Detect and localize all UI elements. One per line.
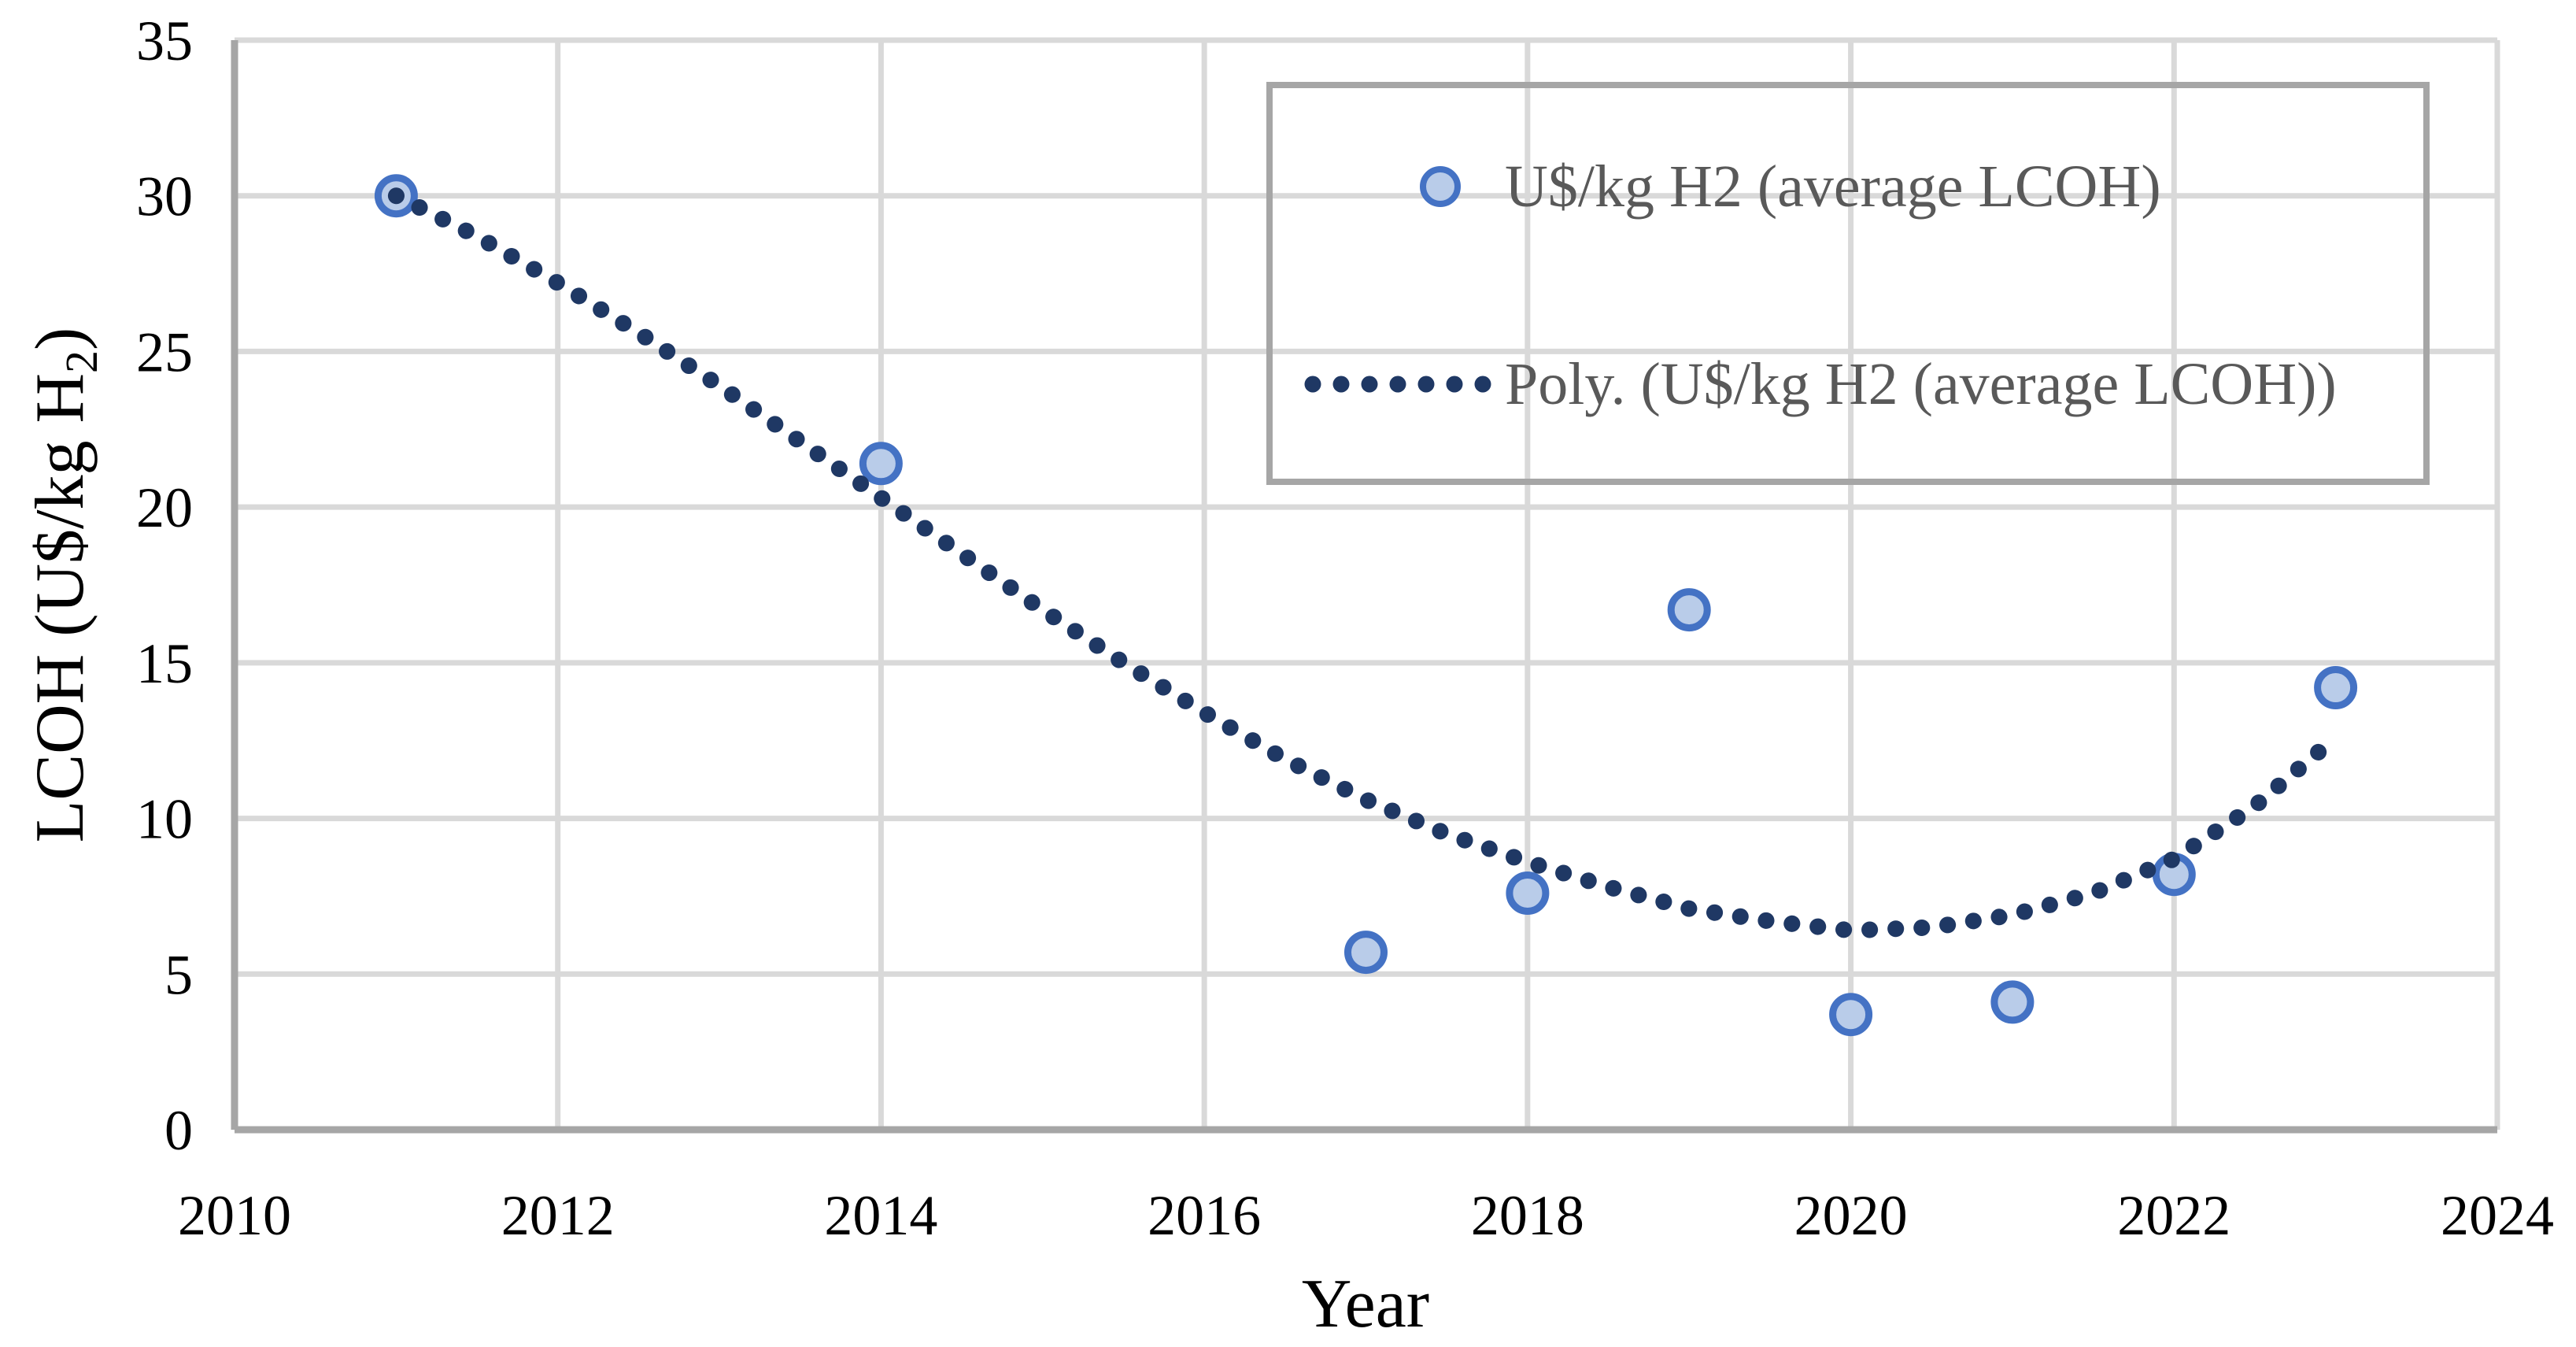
x-tick-label: 2022 [2117, 1184, 2230, 1247]
y-tick-label: 0 [164, 1099, 193, 1162]
scatter-point [1344, 931, 1388, 975]
y-tick-label: 10 [136, 788, 193, 851]
scatter-points [374, 174, 2358, 1037]
y-axis-title: LCOH (U$/kg H2) [22, 327, 107, 843]
x-tick-label: 2012 [501, 1184, 615, 1247]
x-tick-label: 2016 [1148, 1184, 1261, 1247]
gridlines [231, 37, 2500, 1133]
dotted-line-icon [1304, 376, 1491, 393]
legend-dot [1417, 376, 1435, 393]
x-axis-title: Year [1302, 1266, 1429, 1342]
y-tick-label: 35 [136, 9, 193, 72]
legend: U$/kg H2 (average LCOH) Poly. (U$/kg H2 … [1266, 82, 2430, 485]
circle-marker-icon [1420, 166, 1461, 207]
legend-dot [1389, 376, 1406, 393]
legend-dot [1332, 376, 1350, 393]
scatter-point [859, 442, 903, 486]
legend-dot [1361, 376, 1378, 393]
legend-label-trendline: Poly. (U$/kg H2 (average LCOH)) [1505, 351, 2337, 417]
trendline-path [387, 187, 2345, 939]
y-tick-label: 5 [164, 943, 193, 1006]
scatter-point [1506, 871, 1550, 915]
legend-label-series: U$/kg H2 (average LCOH) [1505, 154, 2161, 220]
y-axis-title-subscript: 2 [56, 350, 107, 373]
scatter-point [1667, 588, 1711, 632]
y-tick-label: 25 [136, 320, 193, 383]
scatter-point [1829, 993, 1873, 1037]
trendline-dotted [387, 187, 2345, 939]
legend-dot [1304, 376, 1321, 393]
y-tick-label: 30 [136, 165, 193, 228]
y-axis-title-main: LCOH (U$/kg H [22, 373, 98, 842]
x-tick-label: 2018 [1471, 1184, 1584, 1247]
tick-labels: 0 5 10 15 20 25 30 35 2010 2012 2014 2016 2018 2020 20… [136, 9, 2554, 1247]
legend-border [1266, 82, 2430, 485]
scatter-point [1990, 980, 2035, 1024]
legend-dot [1474, 376, 1491, 393]
x-tick-label: 2020 [1794, 1184, 1908, 1247]
y-tick-label: 15 [136, 632, 193, 695]
scatter-point [2314, 666, 2358, 709]
y-tick-label: 20 [136, 476, 193, 539]
x-tick-label: 2010 [178, 1184, 291, 1247]
axes [231, 40, 2497, 1134]
x-tick-label: 2014 [824, 1184, 937, 1247]
legend-dot [1446, 376, 1463, 393]
y-axis-title-close-paren: ) [22, 327, 98, 350]
x-tick-label: 2024 [2441, 1184, 2554, 1247]
